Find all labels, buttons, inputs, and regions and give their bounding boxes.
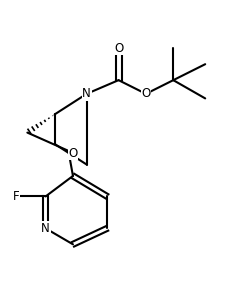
Text: O: O [141,87,150,100]
Text: N: N [82,87,91,100]
Text: F: F [12,190,19,203]
Text: O: O [114,42,123,55]
Text: O: O [68,147,77,160]
Text: N: N [41,222,50,235]
